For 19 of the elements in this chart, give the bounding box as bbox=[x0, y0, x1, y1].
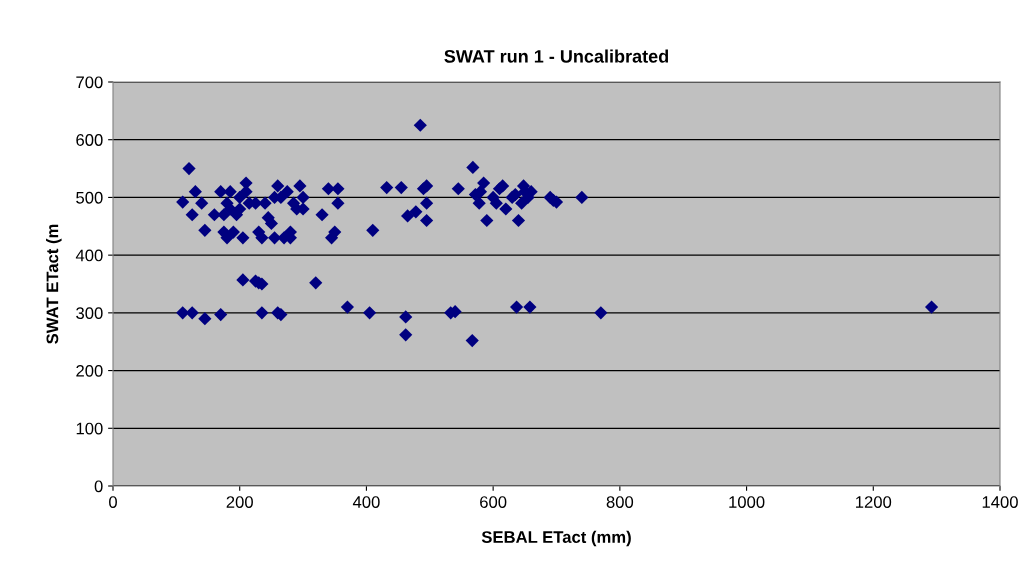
x-tick-label: 1000 bbox=[729, 496, 765, 508]
y-tick-label: 100 bbox=[76, 422, 103, 435]
y-tick-label: 700 bbox=[76, 76, 103, 89]
x-tick-label: 600 bbox=[480, 496, 507, 508]
x-tick-label: 400 bbox=[352, 496, 380, 508]
y-tick-label: 300 bbox=[76, 307, 103, 320]
x-tick-label: 0 bbox=[109, 496, 117, 508]
y-tick-label: 500 bbox=[76, 191, 103, 204]
y-tick-label: 600 bbox=[76, 134, 103, 146]
x-tick-label: 200 bbox=[226, 496, 253, 508]
x-axis-title: SEBAL ETact (mm) bbox=[481, 530, 631, 547]
x-tick-label: 1400 bbox=[982, 496, 1018, 508]
y-axis-title: SWAT ETact (m bbox=[46, 224, 62, 344]
x-tick-label: 800 bbox=[606, 496, 634, 508]
y-tick-label: 0 bbox=[94, 480, 103, 493]
y-tick-label: 400 bbox=[75, 249, 103, 262]
chart-title: SWAT run 1 - Uncalibrated bbox=[444, 49, 669, 63]
y-tick-label: 200 bbox=[76, 364, 103, 377]
x-tick-label: 1200 bbox=[856, 496, 892, 508]
